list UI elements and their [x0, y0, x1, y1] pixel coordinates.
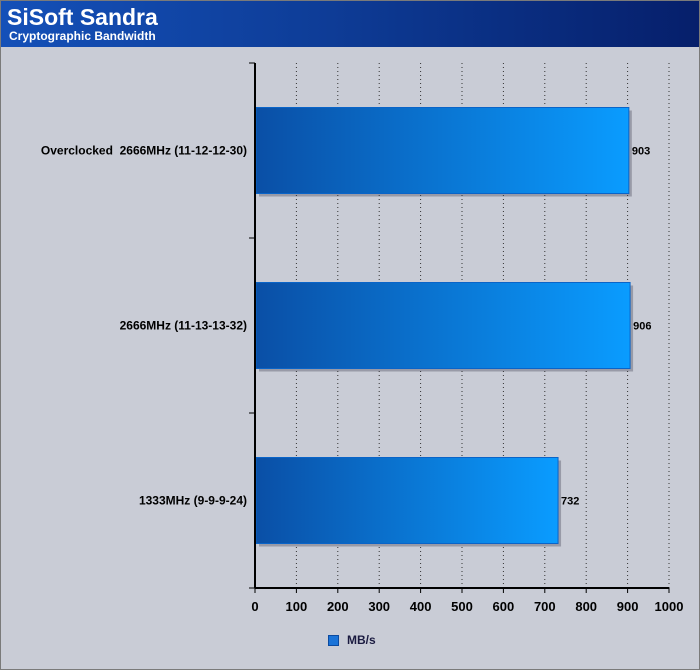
legend-swatch [328, 634, 339, 646]
chart-legend: MB/s [328, 633, 376, 647]
x-tick-label: 800 [575, 599, 597, 614]
chart-title: SiSoft Sandra [7, 4, 158, 30]
x-tick-label: 200 [327, 599, 349, 614]
x-tick-label: 900 [617, 599, 639, 614]
chart-subtitle: Cryptographic Bandwidth [9, 29, 156, 43]
bar-chart: 0 100 200 300 400 500 600 700 800 900 1000 Overcloc… [41, 62, 684, 614]
data-label: 903 [632, 146, 650, 158]
data-label: 732 [561, 496, 579, 508]
category-label: Overclocked 2666MHz (11-12-12-30) [41, 144, 247, 158]
bar [255, 107, 630, 194]
data-label: 906 [633, 321, 651, 333]
bar [255, 457, 559, 544]
x-tick-label: 1000 [655, 599, 684, 614]
x-tick-label: 600 [493, 599, 515, 614]
category-label: 2666MHz (11-13-13-32) [120, 319, 247, 333]
x-tick-label: 300 [368, 599, 390, 614]
chart-header: SiSoft Sandra Cryptographic Bandwidth [1, 1, 699, 47]
x-tick-label: 100 [286, 599, 308, 614]
x-tick-label: 500 [451, 599, 473, 614]
x-tick-label: 0 [251, 599, 258, 614]
legend-label: MB/s [347, 633, 376, 647]
bar [255, 282, 631, 369]
category-label: 1333MHz (9-9-9-24) [139, 494, 247, 508]
x-tick-label: 400 [410, 599, 432, 614]
x-tick-label: 700 [534, 599, 556, 614]
